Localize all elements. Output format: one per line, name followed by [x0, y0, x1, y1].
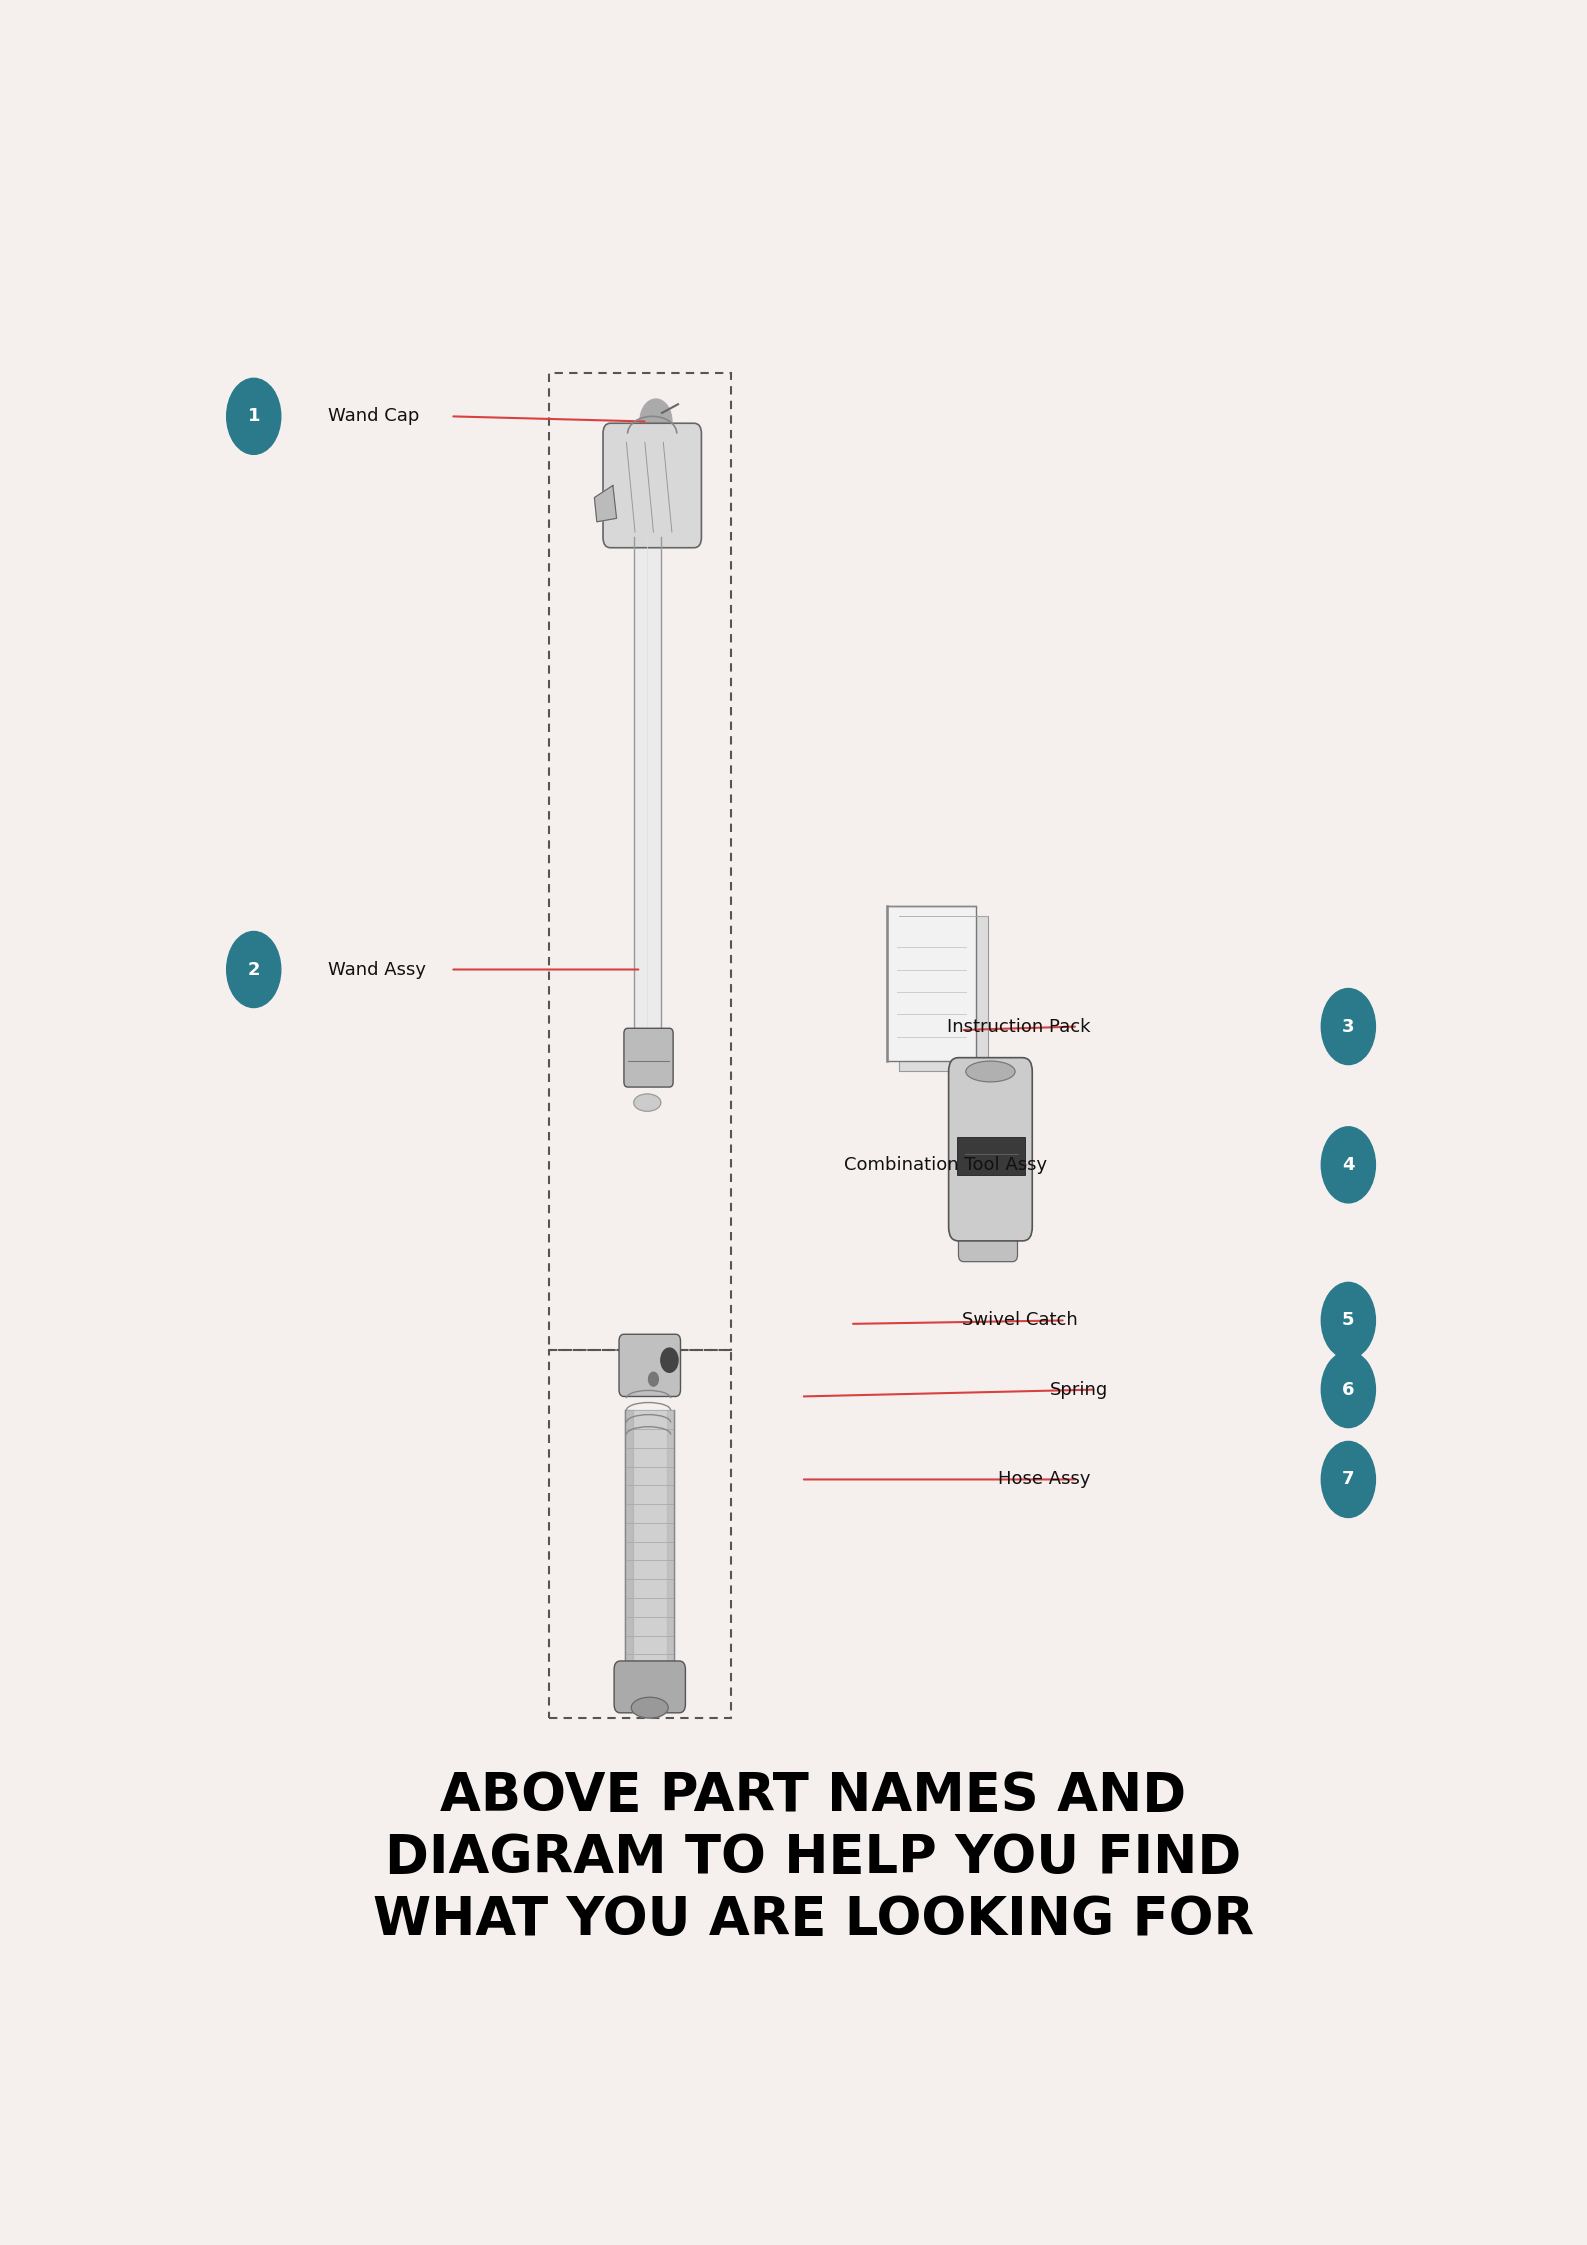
Text: 6: 6: [1343, 1381, 1355, 1399]
Polygon shape: [595, 485, 617, 521]
Circle shape: [1322, 1351, 1376, 1428]
FancyBboxPatch shape: [614, 1661, 686, 1713]
FancyBboxPatch shape: [959, 1217, 1017, 1262]
FancyBboxPatch shape: [957, 1138, 1025, 1174]
Circle shape: [1322, 1127, 1376, 1203]
FancyBboxPatch shape: [624, 1028, 673, 1087]
Text: Swivel Catch: Swivel Catch: [962, 1311, 1078, 1329]
Text: Spring: Spring: [1051, 1381, 1108, 1399]
Circle shape: [1322, 1441, 1376, 1518]
Ellipse shape: [632, 1697, 668, 1717]
Ellipse shape: [966, 1062, 1016, 1082]
Text: 2: 2: [248, 961, 260, 979]
FancyBboxPatch shape: [603, 424, 701, 548]
Text: Hose Assy: Hose Assy: [998, 1470, 1090, 1488]
Text: Wand Assy: Wand Assy: [327, 961, 425, 979]
Text: 4: 4: [1343, 1156, 1355, 1174]
FancyBboxPatch shape: [887, 905, 976, 1062]
Text: 7: 7: [1343, 1470, 1355, 1488]
Text: Combination Tool Assy: Combination Tool Assy: [844, 1156, 1047, 1174]
Circle shape: [649, 1372, 659, 1385]
FancyBboxPatch shape: [900, 916, 989, 1071]
Circle shape: [227, 932, 281, 1008]
Circle shape: [660, 1347, 678, 1372]
Text: ABOVE PART NAMES AND
DIAGRAM TO HELP YOU FIND
WHAT YOU ARE LOOKING FOR: ABOVE PART NAMES AND DIAGRAM TO HELP YOU…: [373, 1769, 1254, 1946]
Text: Instruction Pack: Instruction Pack: [946, 1017, 1090, 1035]
Ellipse shape: [633, 1093, 660, 1111]
FancyBboxPatch shape: [949, 1057, 1032, 1241]
Circle shape: [227, 379, 281, 453]
Text: 1: 1: [248, 406, 260, 424]
Circle shape: [1322, 988, 1376, 1064]
Text: Wand Cap: Wand Cap: [327, 406, 419, 424]
Circle shape: [640, 400, 671, 445]
FancyBboxPatch shape: [619, 1334, 681, 1396]
Circle shape: [1322, 1282, 1376, 1358]
Text: 5: 5: [1343, 1311, 1355, 1329]
Text: 3: 3: [1343, 1017, 1355, 1035]
